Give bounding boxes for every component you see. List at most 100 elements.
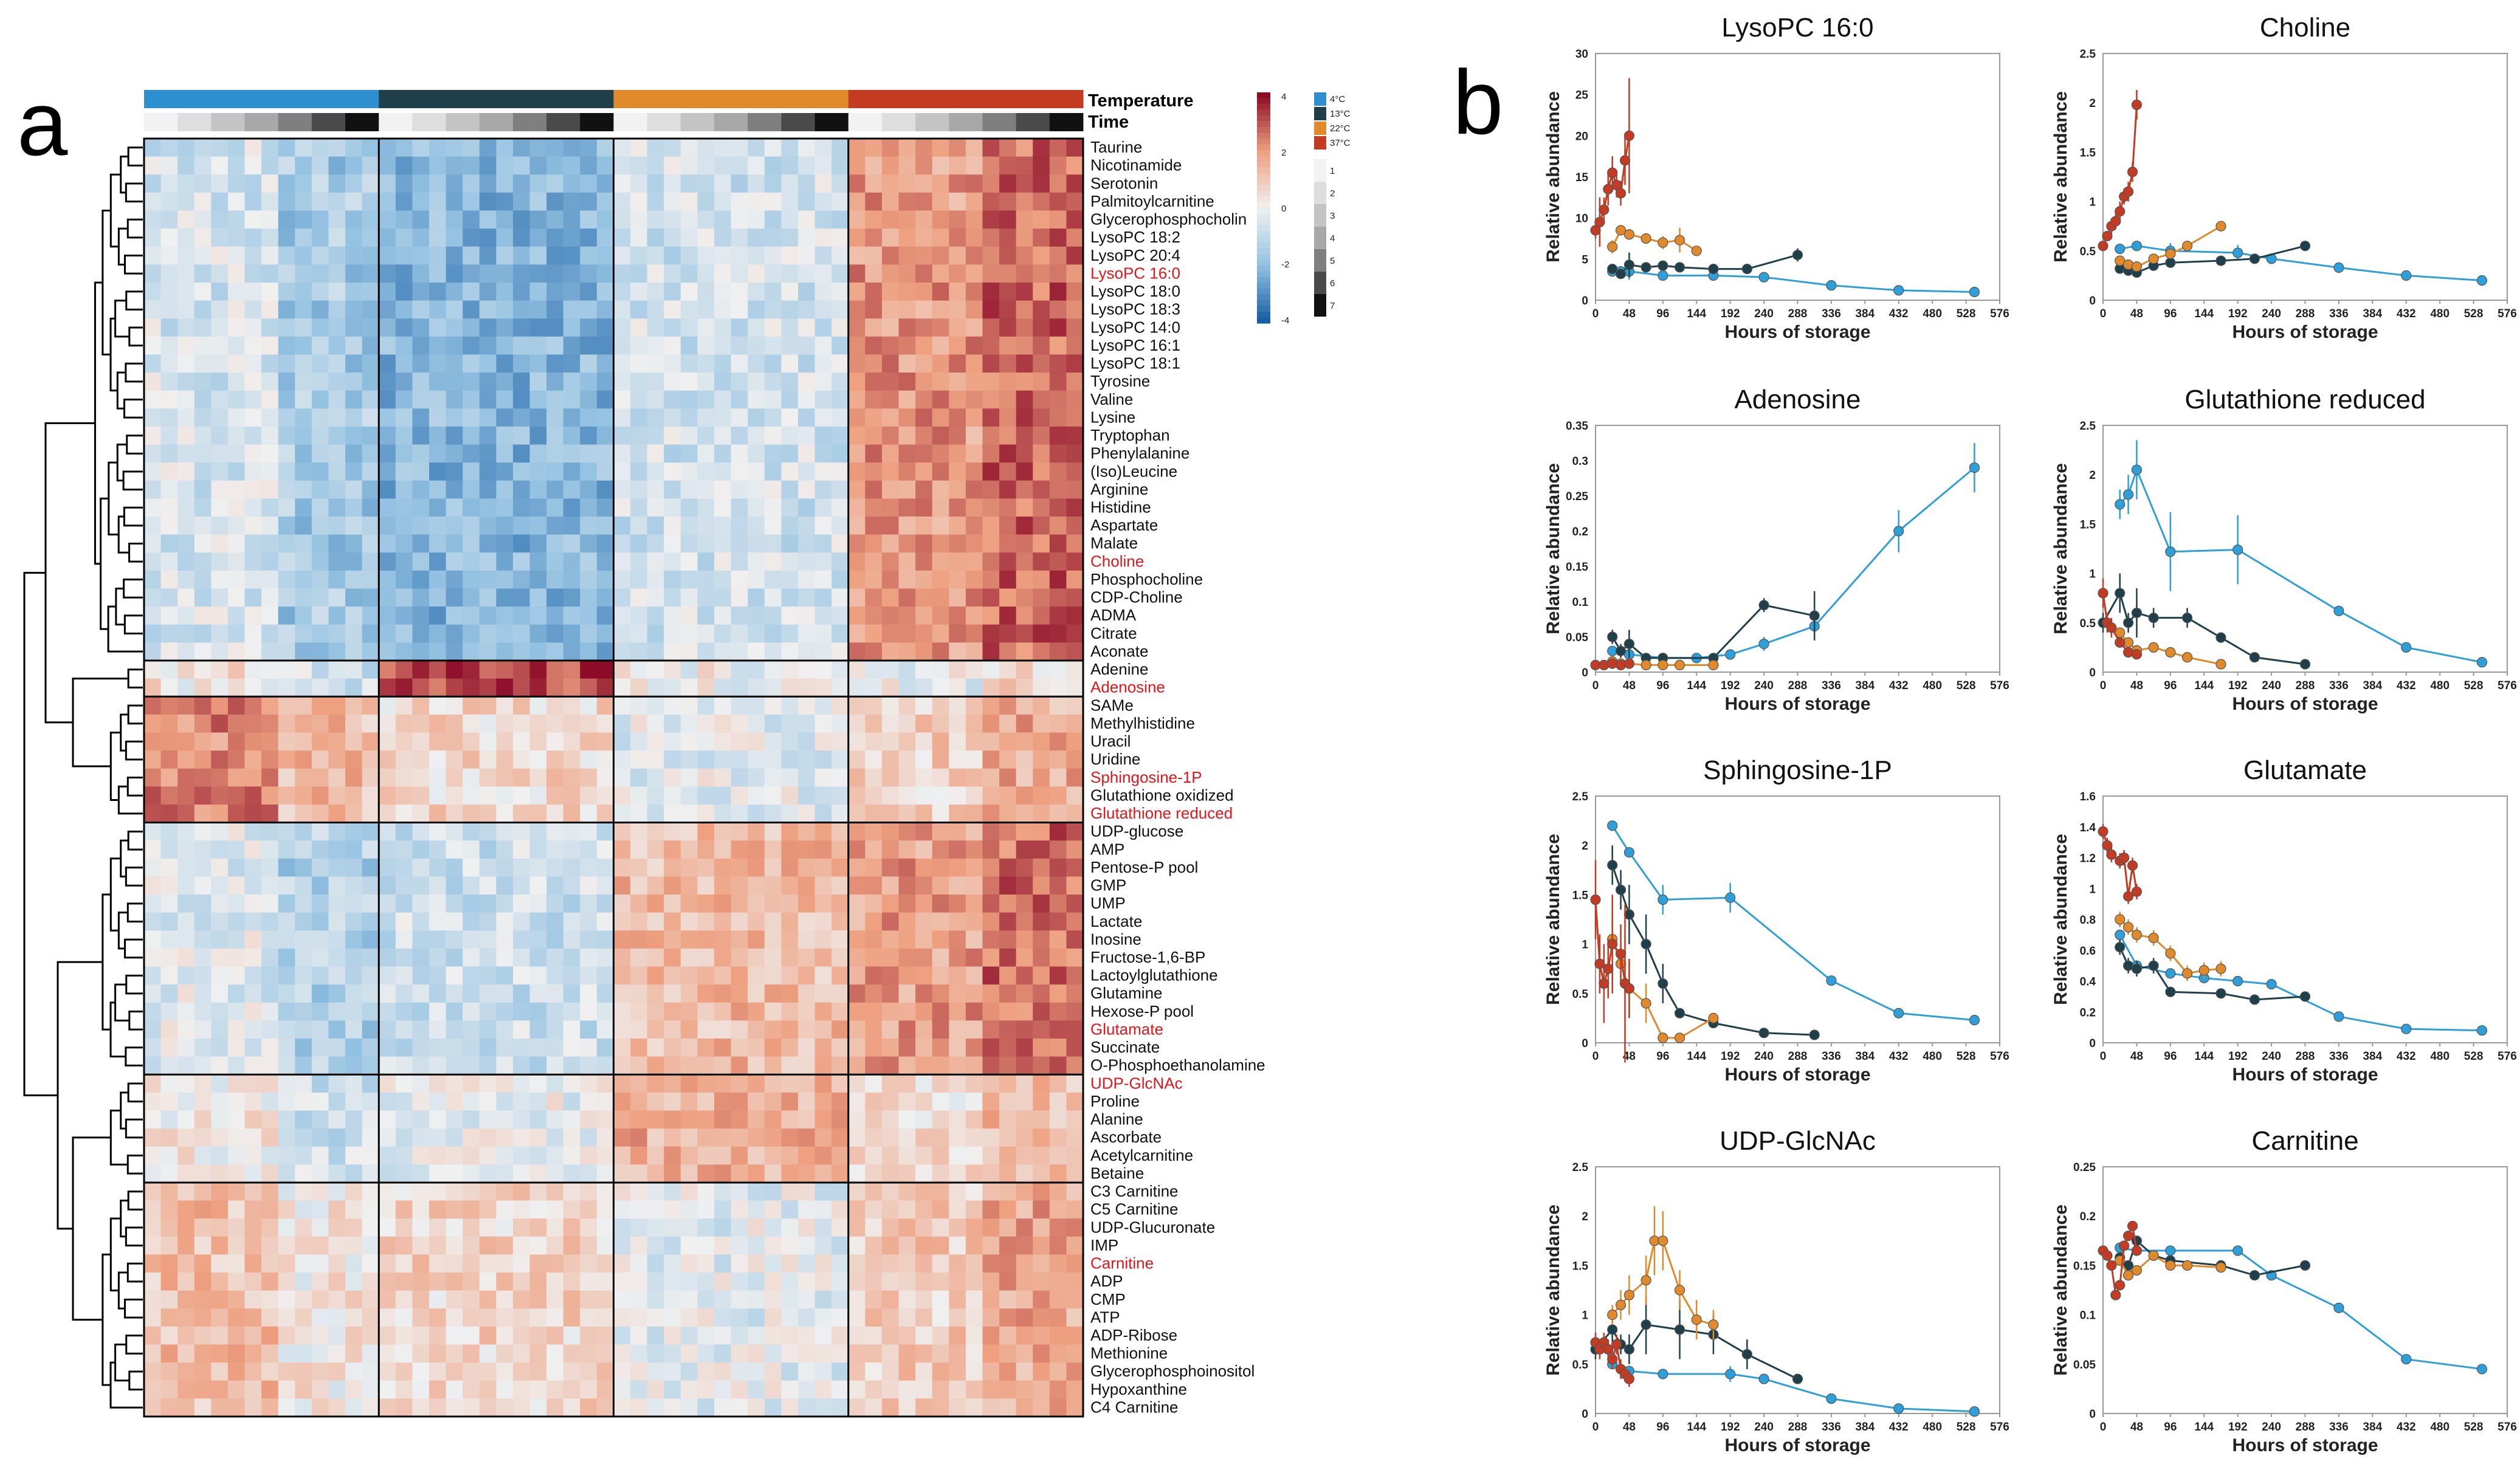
heatmap-cell xyxy=(429,1273,447,1291)
heatmap-cell xyxy=(647,1056,664,1075)
heatmap-cell xyxy=(194,930,212,949)
heatmap-cell xyxy=(311,1110,329,1129)
heatmap-cell xyxy=(965,768,983,787)
heatmap-cell xyxy=(949,139,966,157)
heatmap-cell xyxy=(261,660,279,679)
time-annotation-cell xyxy=(797,113,815,131)
heatmap-cell xyxy=(797,408,816,427)
heatmap-cell xyxy=(345,570,363,589)
heatmap-cell xyxy=(429,426,447,445)
heatmap-cell xyxy=(463,1273,480,1291)
heatmap-cell xyxy=(395,804,413,823)
dendrogram-branch xyxy=(127,830,143,851)
heatmap-cell xyxy=(446,517,463,535)
heatmap-cell xyxy=(748,642,765,661)
heatmap-cell xyxy=(999,228,1017,247)
heatmap-cell xyxy=(295,498,312,517)
heatmap-cell xyxy=(697,336,715,355)
heatmap-cell xyxy=(999,1254,1017,1273)
data-point xyxy=(1658,260,1668,271)
heatmap-cell xyxy=(395,768,413,787)
heatmap-cell xyxy=(295,678,312,697)
heatmap-cell xyxy=(211,1182,229,1201)
heatmap-cell xyxy=(915,1128,933,1147)
heatmap-cell xyxy=(311,984,329,1003)
y-tick-label: 1.2 xyxy=(2080,853,2096,865)
heatmap-cell xyxy=(999,1020,1017,1039)
heatmap-cell xyxy=(144,1273,162,1291)
x-tick-label: 96 xyxy=(2164,1050,2177,1063)
heatmap-cell xyxy=(295,822,312,841)
heatmap-cell xyxy=(496,300,514,319)
heatmap-cell xyxy=(915,1092,933,1111)
heatmap-cell xyxy=(580,912,597,931)
data-point xyxy=(2131,929,2143,940)
heatmap-cell xyxy=(496,1074,514,1093)
heatmap-cell xyxy=(311,804,329,823)
heatmap-cell xyxy=(512,228,531,247)
heatmap-cell xyxy=(194,1200,212,1219)
heatmap-cell xyxy=(211,517,229,535)
data-point xyxy=(2215,659,2226,670)
heatmap-cell xyxy=(144,1128,162,1147)
heatmap-cell xyxy=(429,1182,447,1201)
heatmap-cell xyxy=(244,426,262,445)
heatmap-cell xyxy=(630,1273,648,1291)
heatmap-cell xyxy=(194,984,212,1003)
heatmap-cell xyxy=(194,948,212,967)
heatmap-cell xyxy=(596,282,614,301)
heatmap-cell xyxy=(898,930,916,949)
heatmap-cell xyxy=(211,1038,229,1057)
heatmap-cell xyxy=(379,822,396,841)
heatmap-cell xyxy=(680,264,698,283)
heatmap-cell xyxy=(748,1200,765,1219)
heatmap-cell xyxy=(244,517,262,535)
heatmap-cell xyxy=(546,1146,564,1165)
heatmap-cell xyxy=(512,1308,531,1327)
heatmap-cell xyxy=(814,444,832,463)
heatmap-cell xyxy=(915,336,933,355)
heatmap-cell xyxy=(379,1344,396,1363)
y-tick-label: 0.8 xyxy=(2080,914,2096,927)
heatmap-row-labels: TaurineNicotinamideSerotoninPalmitoylcar… xyxy=(1090,138,1265,1416)
y-tick-label: 1 xyxy=(2089,883,2096,896)
heatmap-cell xyxy=(881,768,900,787)
heatmap-cell xyxy=(512,373,531,391)
heatmap-cell xyxy=(479,840,497,859)
heatmap-cell xyxy=(194,1020,212,1039)
heatmap-cell xyxy=(261,930,279,949)
heatmap-cell xyxy=(865,336,883,355)
heatmap-cell xyxy=(328,192,346,211)
heatmap-cell xyxy=(496,246,514,265)
heatmap-cell xyxy=(965,264,983,283)
heatmap-cell xyxy=(512,192,531,211)
heatmap-cell xyxy=(512,840,531,859)
heatmap-cell xyxy=(613,588,631,607)
heatmap-cell xyxy=(596,1290,614,1309)
heatmap-cell xyxy=(529,1182,547,1201)
heatmap-cell xyxy=(496,1362,514,1381)
heatmap-cell xyxy=(999,282,1017,301)
heatmap-cell xyxy=(1066,228,1084,247)
heatmap-cell xyxy=(848,192,866,211)
heatmap-cell xyxy=(328,354,346,373)
heatmap-cell xyxy=(915,480,933,499)
heatmap-cell xyxy=(362,552,379,571)
heatmap-cell xyxy=(446,1074,463,1093)
heatmap-cell xyxy=(965,534,983,553)
heatmap-cell xyxy=(227,1164,246,1183)
heatmap-cell xyxy=(814,264,832,283)
heatmap-cell xyxy=(1016,1380,1033,1399)
heatmap-cell xyxy=(748,606,765,625)
heatmap-cell xyxy=(982,390,1000,409)
heatmap-cell xyxy=(278,318,295,337)
heatmap-cell xyxy=(764,390,782,409)
heatmap-cell xyxy=(546,1290,564,1309)
heatmap-cell xyxy=(1033,1038,1050,1057)
heatmap-cell xyxy=(563,606,580,625)
heatmap-cell xyxy=(949,1218,966,1237)
heatmap-cell xyxy=(311,1038,329,1057)
heatmap-cell xyxy=(814,1110,832,1129)
heatmap-cell xyxy=(999,1164,1017,1183)
heatmap-cell xyxy=(227,1362,246,1381)
